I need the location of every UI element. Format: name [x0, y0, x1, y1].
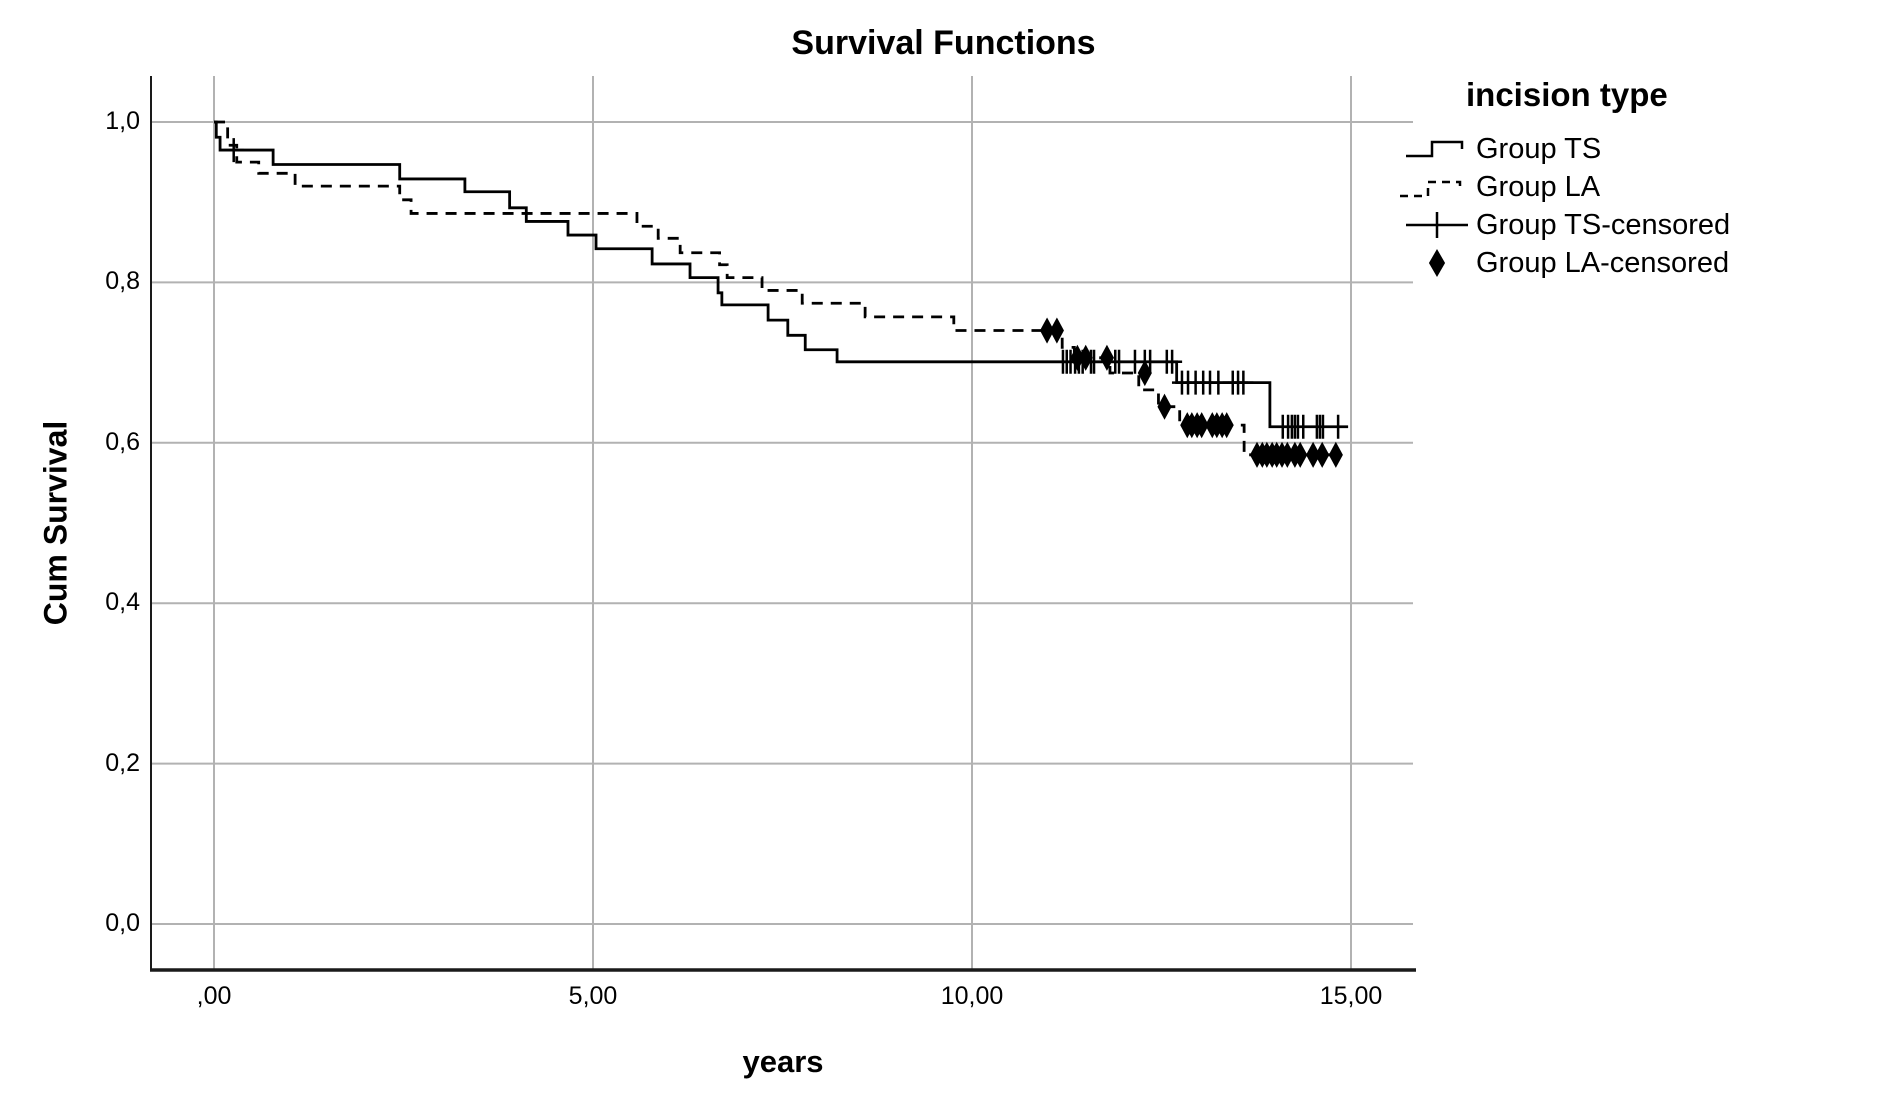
legend-item-group-ts: Group TS	[1398, 130, 1734, 168]
solid-step-line-icon	[1406, 140, 1464, 158]
censor-diamond-mark	[1099, 344, 1114, 371]
censor-diamond-mark	[1328, 441, 1343, 468]
censor-diamond-mark	[1157, 393, 1172, 420]
diamond-marker-icon	[1428, 248, 1446, 278]
censor-diamond-mark	[1049, 317, 1064, 344]
legend-label: Group TS-censored	[1476, 208, 1731, 241]
censor-diamond-mark	[1315, 441, 1330, 468]
plus-marker-icon	[1406, 212, 1468, 238]
legend-item-group-la-censored: Group LA-censored	[1398, 244, 1734, 282]
censor-plus-mark	[1233, 370, 1254, 395]
series-line-group-ts	[214, 120, 1348, 429]
censor-diamond-mark	[1039, 317, 1055, 344]
legend: incision type Group TS Group LA Group TS…	[1398, 76, 1734, 282]
chart-title: Survival Functions	[791, 24, 1096, 62]
legend-title: incision type	[1466, 76, 1668, 113]
censor-diamond-mark	[1293, 441, 1308, 468]
x-axis-title: years	[742, 1044, 824, 1079]
censor-plus-mark	[1162, 349, 1183, 374]
censor-diamond-mark	[1219, 412, 1234, 439]
legend-label: Group LA	[1476, 170, 1601, 203]
legend-item-group-la: Group LA	[1398, 168, 1734, 206]
legend-label: Group TS	[1476, 132, 1602, 165]
censor-diamond-mark	[1137, 359, 1152, 387]
legend-item-group-ts-censored: Group TS-censored	[1398, 206, 1734, 244]
censor-plus-mark	[1328, 414, 1349, 439]
dashed-step-line-icon	[1400, 180, 1462, 198]
censor-diamond-mark	[1194, 412, 1209, 439]
censor-diamond-mark	[1078, 344, 1093, 371]
legend-label: Group LA-censored	[1476, 246, 1730, 279]
series-line-group-la	[214, 120, 1340, 457]
censor-plus-mark	[223, 138, 244, 163]
